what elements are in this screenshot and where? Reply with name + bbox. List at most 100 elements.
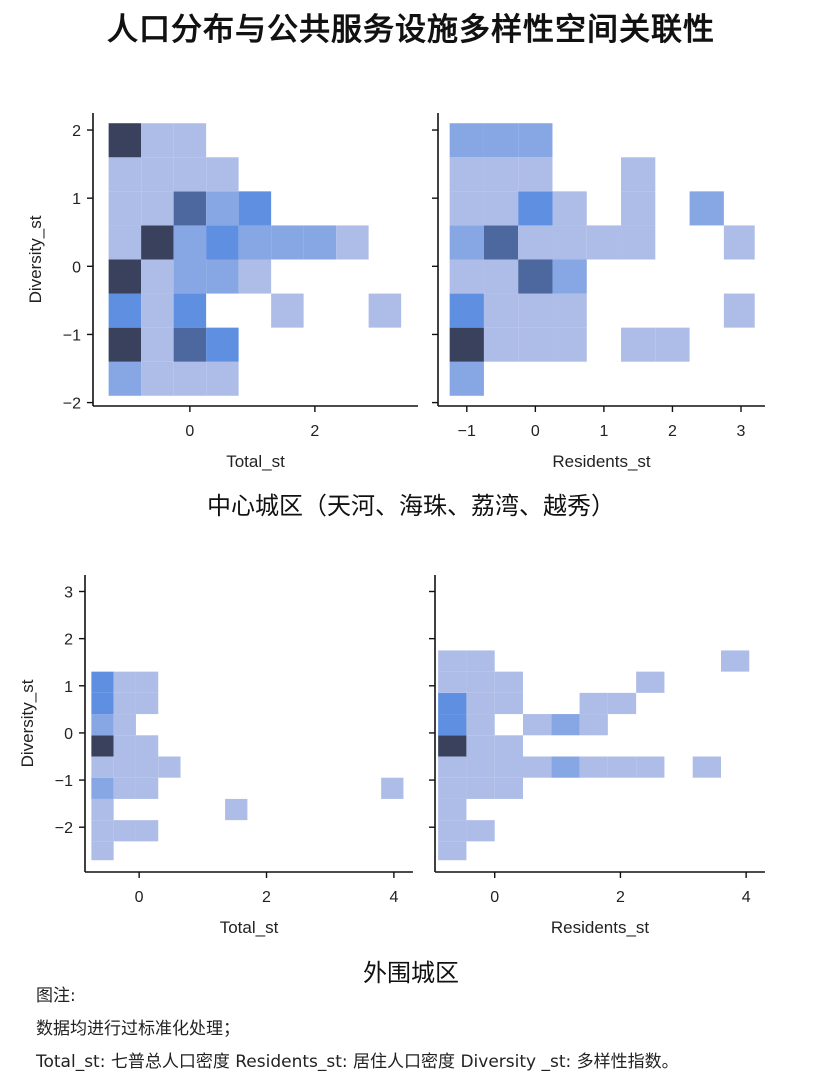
heatmap-cell <box>518 259 553 294</box>
heatmap-cell <box>518 123 553 158</box>
heatmap-cell <box>91 798 114 821</box>
heatmap-cell <box>466 756 495 778</box>
heatmap-cell <box>108 361 142 396</box>
heatmap-cell <box>108 157 142 192</box>
heatmap-cell <box>141 327 174 362</box>
heatmap-cell <box>636 756 665 778</box>
heatmap-cell <box>135 671 159 693</box>
central-total-heatmap: −2 −1 0 1 2 0 2 Total_st Diversity_st <box>26 113 418 471</box>
heatmap-cell <box>108 225 142 260</box>
notes-heading: 图注: <box>36 986 76 1006</box>
heatmap-cell <box>303 225 337 260</box>
heatmap-cell <box>636 671 665 693</box>
heatmap-cell <box>551 714 580 736</box>
heatmap-cell <box>135 820 159 842</box>
heatmap-cell <box>173 259 207 294</box>
heatmap-cell <box>552 225 587 260</box>
heatmap-cell <box>438 671 467 693</box>
heatmap-cell <box>466 735 495 757</box>
heatmap-cell <box>449 123 484 158</box>
heatmap-cell <box>173 327 207 362</box>
y-tick-label: −1 <box>63 327 81 344</box>
y-tick-label: −2 <box>55 820 73 837</box>
central-caption: 中心城区（天河、海珠、荔湾、越秀） <box>207 492 615 520</box>
heatmap-cell <box>621 327 656 362</box>
heatmap-cell <box>141 259 174 294</box>
heatmap-cell <box>113 714 136 736</box>
heatmap-cell <box>483 191 519 226</box>
heatmap-cell <box>483 123 519 158</box>
heatmap-cell <box>438 735 467 757</box>
heatmap-cell <box>91 756 114 778</box>
heatmap-cell <box>721 650 750 672</box>
chart-title: 人口分布与公共服务设施多样性空间关联性 <box>107 12 715 48</box>
heatmap-cell <box>113 820 136 842</box>
x-tick-label: 2 <box>262 889 271 906</box>
heatmap-cell <box>113 777 136 799</box>
heatmap-cell <box>621 225 656 260</box>
heatmap-cell <box>368 293 402 328</box>
x-axis-label: Total_st <box>220 918 279 937</box>
heatmap-cell <box>518 157 553 192</box>
y-tick-label: 0 <box>64 726 73 743</box>
heatmap-cell <box>173 191 207 226</box>
heatmap-cell <box>108 327 142 362</box>
heatmap-cell <box>141 123 174 158</box>
heatmap-cell <box>552 259 587 294</box>
x-tick-label: 3 <box>737 423 746 440</box>
heatmap-cell <box>438 777 467 799</box>
y-tick-label: 2 <box>64 632 73 649</box>
heatmap-cell <box>552 191 587 226</box>
heatmap-cell <box>206 225 239 260</box>
heatmap-cell <box>381 777 404 799</box>
heatmap-cell <box>91 820 114 842</box>
heatmap-cell <box>113 756 136 778</box>
heatmap-cell <box>108 191 142 226</box>
x-tick-label: 0 <box>531 423 540 440</box>
y-tick-label: 2 <box>72 123 81 140</box>
heatmap-cell <box>113 692 136 715</box>
heatmap-cell <box>449 259 484 294</box>
heatmap-cell <box>607 756 637 778</box>
heatmap-cell <box>238 225 272 260</box>
heatmap-cell <box>91 777 114 799</box>
heatmap-cell <box>449 293 484 328</box>
y-tick-label: 0 <box>72 259 81 276</box>
heatmap-cell <box>173 361 207 396</box>
heatmap-cell <box>621 191 656 226</box>
heatmap-cell <box>607 692 637 715</box>
heatmap-cell <box>483 293 519 328</box>
x-axis-label: Total_st <box>226 452 285 471</box>
heatmap-cell <box>483 157 519 192</box>
heatmap-cell <box>518 191 553 226</box>
heatmap-cell <box>483 259 519 294</box>
heatmap-cell <box>579 714 608 736</box>
heatmap-cell <box>483 327 519 362</box>
heatmap-cell <box>225 798 248 821</box>
heatmap-cell <box>438 650 467 672</box>
heatmap-cell <box>135 735 159 757</box>
heatmap-cell <box>206 361 239 396</box>
heatmap-cell <box>518 327 553 362</box>
heatmap-cell <box>523 714 552 736</box>
heatmap-cell <box>158 756 181 778</box>
heatmap-cell <box>552 327 587 362</box>
central-residents-heatmap: −1 0 1 2 3 Residents_st <box>432 113 765 471</box>
heatmap-cell <box>466 671 495 693</box>
heatmap-cell <box>336 225 369 260</box>
heatmap-cell <box>449 191 484 226</box>
heatmap-cell <box>723 293 755 328</box>
heatmap-cell <box>438 841 467 861</box>
heatmap-cell <box>466 820 495 842</box>
heatmap-cell <box>586 225 622 260</box>
x-tick-label: 2 <box>616 889 625 906</box>
heatmap-cell <box>91 841 114 861</box>
heatmap-cell <box>135 777 159 799</box>
x-tick-label: 0 <box>135 889 144 906</box>
notes: 图注: 数据均进行过标准化处理； Total_st: 七普总人口密度 Resid… <box>36 980 679 1079</box>
heatmap-cell <box>438 820 467 842</box>
x-tick-label: 0 <box>490 889 499 906</box>
heatmap-cell <box>141 293 174 328</box>
x-tick-label: 2 <box>310 423 319 440</box>
outer-caption: 外围城区 <box>363 959 459 987</box>
